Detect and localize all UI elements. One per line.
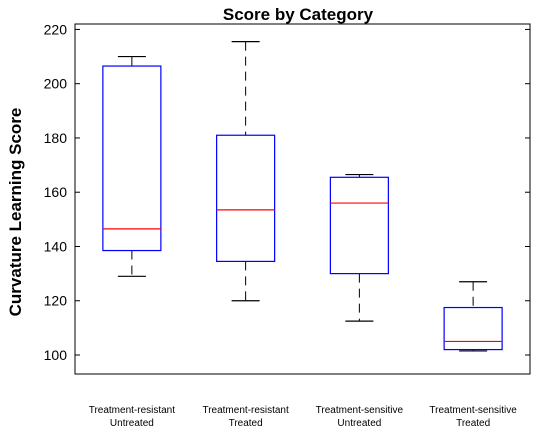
y-tick-label: 140 (44, 238, 68, 254)
x-axis-category-labels: Treatment-resistant Untreated Treatment-re… (89, 405, 518, 429)
plot-area-frame (74, 23, 531, 375)
y-tick-label: 120 (44, 293, 68, 309)
chart-title: Score by Category (223, 5, 374, 24)
x-category-label: Treatment-sensitive (429, 405, 517, 416)
x-category-label: Treated (229, 418, 263, 429)
y-tick-label: 180 (44, 130, 68, 146)
x-category-label: Treatment-resistant (202, 405, 289, 416)
y-axis-label: Curvature Learning Score (6, 108, 25, 317)
x-category-label: Untreated (337, 418, 381, 429)
x-category-label: Untreated (110, 418, 154, 429)
y-axis-ticks: 100 120 140 160 180 200 220 (44, 21, 530, 363)
x-category-label: Treatment-sensitive (316, 405, 404, 416)
x-category-label: Treatment-resistant (89, 405, 176, 416)
y-tick-label: 100 (44, 347, 68, 363)
box-iqr (443, 306, 503, 351)
box-series (102, 41, 503, 352)
x-category-label: Treated (456, 418, 490, 429)
box-iqr (216, 134, 276, 263)
y-tick-label: 160 (44, 184, 68, 200)
box-iqr (329, 176, 389, 275)
y-tick-label: 220 (44, 21, 68, 37)
y-tick-label: 200 (44, 76, 68, 92)
box-iqr (102, 65, 162, 252)
